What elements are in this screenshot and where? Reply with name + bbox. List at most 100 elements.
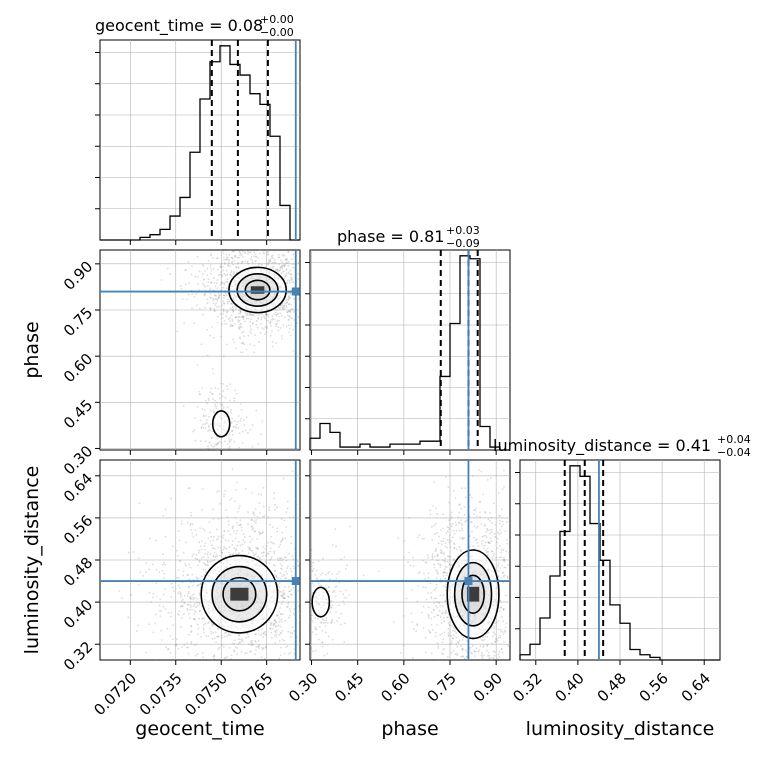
scatter-point — [456, 645, 459, 648]
scatter-point — [228, 447, 230, 450]
scatter-point — [276, 614, 279, 617]
scatter-point — [292, 253, 295, 256]
scatter-point — [303, 588, 305, 590]
scatter-point — [178, 539, 181, 542]
scatter-point — [281, 265, 283, 268]
scatter-point — [276, 527, 279, 530]
scatter-point — [223, 657, 226, 659]
scatter-point — [278, 307, 281, 309]
scatter-point — [255, 519, 257, 521]
scatter-point — [268, 506, 270, 509]
scatter-point — [291, 470, 294, 473]
scatter-point — [464, 496, 467, 499]
scatter-point — [208, 428, 211, 431]
scatter-point — [289, 269, 292, 272]
scatter-point — [137, 557, 140, 560]
scatter-point — [172, 624, 175, 627]
scatter-point — [247, 523, 250, 526]
scatter-point — [233, 500, 236, 503]
scatter-point — [184, 671, 186, 673]
scatter-point — [287, 251, 290, 254]
scatter-point — [207, 551, 210, 554]
scatter-point — [228, 433, 230, 436]
scatter-point — [169, 652, 172, 654]
scatter-point — [220, 288, 223, 291]
scatter-point — [308, 296, 310, 298]
scatter-point — [196, 585, 198, 587]
scatter-point — [214, 310, 216, 313]
scatter-point — [433, 602, 436, 604]
scatter-point — [212, 508, 214, 511]
scatter-point — [285, 646, 287, 649]
scatter-point — [220, 634, 223, 637]
scatter-point — [454, 653, 457, 656]
scatter-point — [241, 315, 244, 318]
scatter-point — [285, 242, 287, 244]
scatter-point — [444, 557, 447, 560]
scatter-point — [231, 257, 234, 260]
scatter-point — [158, 604, 161, 607]
scatter-point — [216, 555, 219, 558]
scatter-point — [320, 621, 323, 624]
scatter-point — [139, 571, 141, 574]
scatter-point — [444, 571, 447, 574]
scatter-point — [437, 614, 440, 617]
scatter-point — [215, 257, 218, 260]
density-peak-cell — [250, 286, 265, 294]
truth-marker-luminosity-distance-vs-geocent-time — [291, 577, 300, 586]
scatter-point — [325, 619, 328, 622]
scatter-point — [343, 603, 345, 606]
scatter-point — [233, 255, 236, 257]
scatter-point — [517, 521, 519, 523]
scatter-point — [267, 319, 269, 322]
scatter-point — [236, 421, 239, 423]
scatter-point — [447, 635, 450, 637]
scatter-point — [460, 522, 463, 525]
scatter-point — [516, 577, 518, 579]
scatter-point — [212, 302, 215, 304]
scatter-point — [301, 588, 303, 590]
scatter-point — [334, 595, 337, 598]
scatter-point — [292, 281, 295, 284]
scatter-point — [234, 549, 237, 552]
scatter-point — [278, 269, 281, 272]
scatter-point — [430, 617, 433, 620]
scatter-point — [164, 608, 167, 610]
scatter-point — [481, 536, 484, 538]
scatter-point — [286, 645, 289, 648]
scatter-point — [269, 334, 272, 337]
scatter-point — [217, 660, 219, 662]
scatter-point — [273, 619, 276, 622]
scatter-point — [214, 294, 217, 297]
scatter-point — [213, 547, 216, 550]
scatter-point — [226, 406, 229, 408]
scatter-point — [236, 674, 238, 676]
scatter-point — [504, 631, 507, 633]
scatter-point — [478, 709, 480, 711]
scatter-point — [488, 529, 491, 531]
scatter-point — [204, 293, 206, 296]
scatter-point — [506, 665, 508, 667]
scatter-point — [461, 675, 463, 677]
scatter-point — [260, 493, 263, 496]
scatter-point — [286, 605, 289, 608]
scatter-point — [257, 317, 260, 320]
scatter-point — [278, 591, 281, 594]
scatter-point — [415, 630, 417, 633]
scatter-point — [233, 259, 236, 262]
scatter-point — [250, 640, 252, 643]
scatter-point — [432, 609, 435, 611]
scatter-point — [278, 319, 280, 322]
scatter-point — [264, 633, 267, 636]
scatter-point — [512, 556, 514, 558]
scatter-point — [473, 513, 476, 515]
scatter-point — [279, 557, 282, 560]
scatter-point — [443, 571, 446, 574]
scatter-point — [268, 562, 271, 565]
scatter-point — [231, 324, 234, 327]
scatter-point — [325, 617, 328, 619]
scatter-point — [287, 299, 290, 302]
scatter-point — [281, 267, 284, 270]
scatter-point — [429, 509, 431, 512]
scatter-point — [225, 631, 228, 634]
